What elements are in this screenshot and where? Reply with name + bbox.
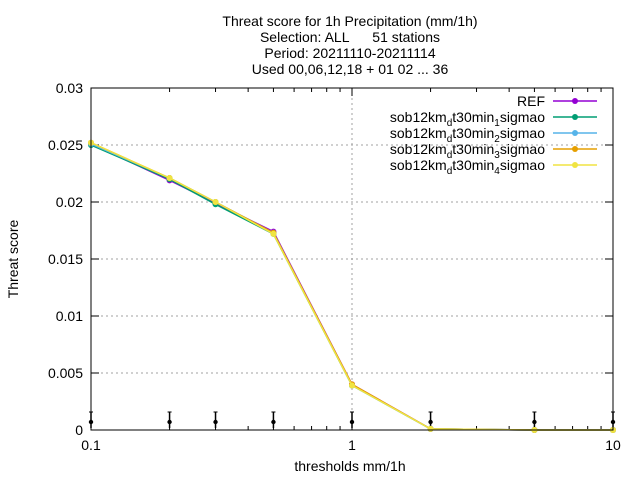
legend-swatch-point xyxy=(572,130,578,136)
data-point xyxy=(427,425,434,432)
legend-swatch-point xyxy=(572,98,578,104)
title-line-4: Used 00,06,12,18 + 01 02 ... 36 xyxy=(252,61,449,77)
threshold-markers xyxy=(88,411,616,428)
y-tick-label: 0 xyxy=(75,422,83,438)
legend-label: REF xyxy=(517,93,545,109)
legend-swatch-point xyxy=(572,114,578,120)
threshold-marker-dot xyxy=(428,419,433,425)
y-tick-label: 0.03 xyxy=(56,80,83,96)
legend-swatch-point xyxy=(572,146,578,152)
threshold-marker-dot xyxy=(213,419,218,425)
title-line-2: Selection: ALL 51 stations xyxy=(260,29,440,45)
threshold-marker-dot xyxy=(349,419,355,425)
threshold-marker-dot xyxy=(167,419,172,425)
threshold-marker-dot xyxy=(532,419,537,425)
chart-title: Threat score for 1h Precipitation (mm/1h… xyxy=(222,13,477,77)
x-axis-label: thresholds mm/1h xyxy=(294,458,405,474)
legend-label: sob12kmdt30min4sigmao xyxy=(390,157,545,177)
legend-label: sob12kmdt30min1sigmao xyxy=(390,109,545,129)
axis-ticks: 0 0.005 0.01 0.015 0.02 0.025 0.03 0.1 1 10 xyxy=(48,80,621,453)
x-tick-label: 0.1 xyxy=(81,437,101,453)
y-tick-label: 0.005 xyxy=(48,365,83,381)
grid-lines xyxy=(91,88,613,430)
data-point xyxy=(212,199,219,205)
data-point xyxy=(166,175,173,182)
y-tick-label: 0.01 xyxy=(56,308,83,324)
legend-label: sob12kmdt30min3sigmao xyxy=(390,141,545,161)
title-line-3: Period: 20211110-20211114 xyxy=(264,45,435,61)
y-tick-label: 0.025 xyxy=(48,137,83,153)
title-line-1: Threat score for 1h Precipitation (mm/1h… xyxy=(222,13,477,29)
plot-frame xyxy=(90,87,614,431)
y-axis-label: Threat score xyxy=(5,219,21,298)
x-tick-label: 10 xyxy=(605,437,621,453)
legend: REFsob12kmdt30min1sigmaosob12kmdt30min2s… xyxy=(390,93,597,177)
x-tick-label: 1 xyxy=(348,437,356,453)
data-point xyxy=(270,230,277,237)
legend-swatch-point xyxy=(572,162,578,168)
threshold-marker-dot xyxy=(271,419,276,425)
y-tick-label: 0.015 xyxy=(48,251,83,267)
y-tick-label: 0.02 xyxy=(56,194,83,210)
data-point xyxy=(349,382,355,389)
legend-label: sob12kmdt30min2sigmao xyxy=(390,125,545,145)
